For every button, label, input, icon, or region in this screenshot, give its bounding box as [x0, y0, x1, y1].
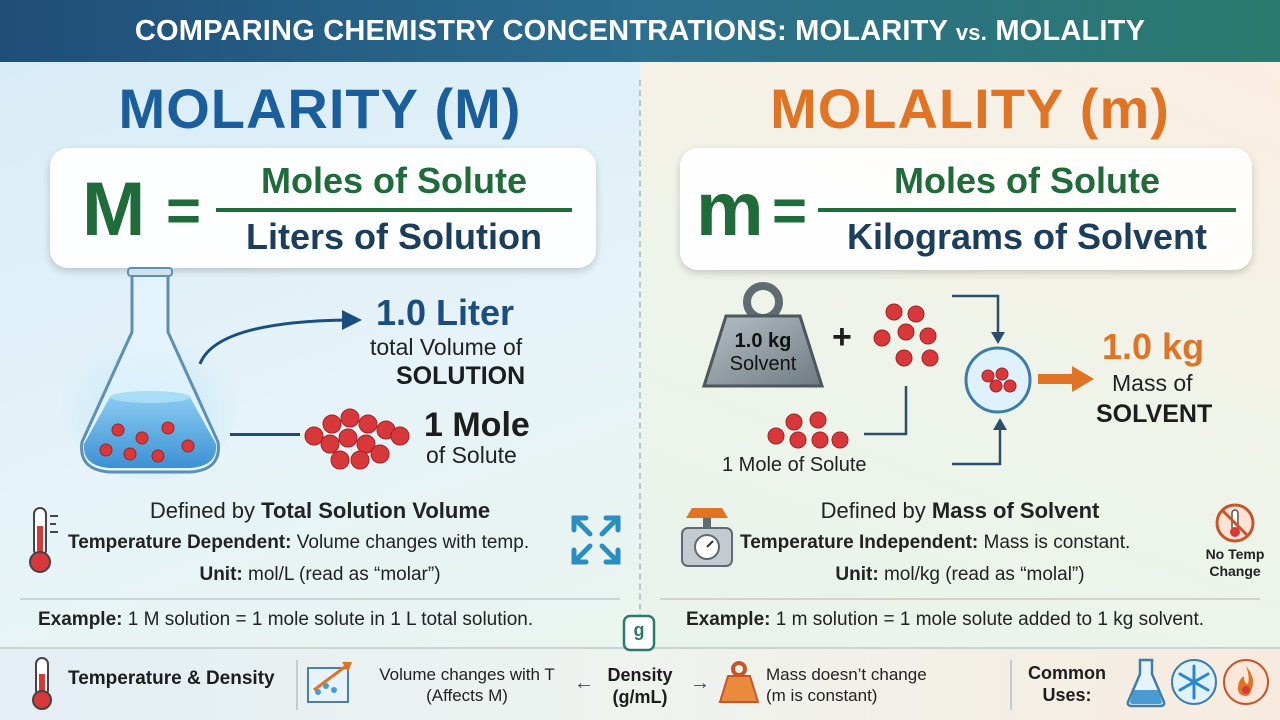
scale-icon	[681, 508, 733, 567]
footer-temp-density: Temperature & Density	[68, 668, 275, 689]
mixing-diagram	[864, 294, 1032, 466]
molarity-denominator: Liters of Solution	[246, 216, 542, 257]
molarity-unit: Unit: mol/L (read as “molar”)	[80, 564, 560, 586]
molality-mass-line2: SOLVENT	[1096, 400, 1213, 428]
molarity-numerator: Moles of Solute	[260, 160, 527, 201]
molarity-unit-bold: Unit:	[199, 564, 243, 585]
footer-sep-2	[1010, 660, 1012, 710]
molecule-cluster	[304, 408, 410, 470]
footer-volume-line1: Volume changes with T	[379, 665, 555, 684]
molality-separator	[660, 598, 1260, 600]
molality-defined-prefix: Defined by	[820, 498, 926, 523]
page-title: COMPARING CHEMISTRY CONCENTRATIONS: MOLA…	[0, 0, 1280, 62]
footer-mass-text: Mass doesn’t change (m is constant)	[766, 664, 927, 706]
footer-density: Density (g/mL)	[598, 664, 682, 708]
molarity-formula-symbol: M	[82, 167, 146, 252]
density-icon-label: g	[633, 620, 645, 640]
molality-denominator: Kilograms of Solvent	[846, 216, 1208, 257]
mole-connector-line	[230, 433, 300, 436]
molarity-mole-label: of Solute	[426, 442, 517, 468]
footer-volume-line2: (Affects M)	[426, 686, 508, 705]
plus-sign: +	[832, 318, 852, 356]
molarity-defined-bold: Total Solution Volume	[261, 498, 491, 523]
molality-mass-line1: Mass of	[1112, 370, 1193, 396]
volume-arrow	[198, 310, 362, 365]
molarity-example: Example: 1 M solution = 1 mole solute in…	[38, 609, 618, 631]
footer-sep-1	[296, 660, 298, 710]
footer-arrow-right: →	[690, 672, 710, 694]
molality-title: MOLALITY (m)	[770, 77, 1170, 140]
molality-defined-bold: Mass of Solvent	[931, 498, 1100, 523]
mass-weight-icon	[718, 661, 760, 703]
molarity-example-text: 1 M solution = 1 mole solute in 1 L tota…	[127, 609, 534, 630]
footer-density-line2: (g/mL)	[612, 687, 668, 707]
molality-temp-text: Mass is constant.	[983, 532, 1131, 553]
footer-bar	[0, 647, 1280, 720]
flask-icon	[62, 267, 238, 480]
footer-mass-line1: Mass doesn’t change	[766, 665, 927, 684]
mass-arrow	[1038, 366, 1094, 392]
molality-mole-label: 1 Mole of Solute	[722, 454, 867, 476]
molality-formula-symbol: m	[696, 167, 764, 252]
molality-unit: Unit: mol/kg (read as “molal”)	[720, 564, 1200, 586]
header-bar	[0, 0, 1280, 62]
expand-arrows-icon	[571, 515, 621, 565]
molarity-fraction-bar	[216, 208, 572, 212]
weight-icon	[701, 282, 825, 388]
molarity-formula-equals: =	[166, 177, 202, 244]
footer-common-line2: Uses:	[1042, 685, 1092, 705]
no-temp-line2: Change	[1209, 563, 1261, 579]
footer-volume-text: Volume changes with T (Affects M)	[360, 664, 574, 706]
molarity-temp: Temperature Dependent: Volume changes wi…	[68, 532, 568, 554]
molality-example-text: 1 m solution = 1 mole solute added to 1 …	[775, 609, 1205, 630]
title-vs: vs.	[955, 20, 988, 45]
molarity-temp-bold: Temperature Dependent:	[68, 532, 292, 553]
snowflake-icon	[1171, 659, 1217, 705]
molality-temp-bold: Temperature Independent:	[740, 532, 979, 553]
molarity-volume-value: 1.0 Liter	[376, 292, 515, 333]
molality-temp: Temperature Independent: Mass is constan…	[740, 532, 1210, 554]
footer-common-uses: Common Uses:	[1020, 662, 1114, 706]
thermometer-icon	[29, 507, 58, 573]
molecule-group-top	[873, 303, 939, 367]
weight-line2: Solvent	[729, 353, 797, 375]
molarity-volume-line2: SOLUTION	[396, 362, 526, 390]
molality-mass-value: 1.0 kg	[1102, 326, 1205, 367]
footer-mass-line2: (m is constant)	[766, 686, 878, 705]
panel-divider	[639, 80, 641, 640]
molarity-temp-text: Volume changes with temp.	[296, 532, 530, 553]
molecule-group-bottom	[767, 411, 849, 449]
molarity-volume-line1: total Volume of	[370, 334, 523, 360]
molality-example-bold: Example:	[686, 609, 771, 630]
molarity-mole-value: 1 Mole	[424, 406, 530, 444]
footer-density-line1: Density	[607, 665, 673, 685]
molarity-unit-text: mol/L (read as “molar”)	[248, 564, 441, 585]
density-icon	[622, 614, 656, 652]
volume-chart-icon	[307, 662, 352, 703]
weight-line1: 1.0 kg	[734, 330, 792, 352]
molality-formula-equals: =	[772, 177, 808, 244]
molality-numerator: Moles of Solute	[893, 160, 1160, 201]
molality-example: Example: 1 m solution = 1 mole solute ad…	[686, 609, 1266, 631]
molarity-defined: Defined by Total Solution Volume	[80, 498, 560, 524]
molality-defined: Defined by Mass of Solvent	[720, 498, 1200, 524]
no-temp-label: No Temp Change	[1194, 546, 1276, 580]
molarity-defined-prefix: Defined by	[149, 498, 256, 523]
molality-unit-text: mol/kg (read as “molal”)	[883, 564, 1085, 585]
title-main: COMPARING CHEMISTRY CONCENTRATIONS: MOLA…	[134, 15, 948, 47]
footer-common-line1: Common	[1028, 663, 1106, 683]
title-end: MOLALITY	[995, 15, 1146, 47]
footer-thermometer-icon	[32, 657, 52, 710]
molarity-title: MOLARITY (M)	[118, 77, 522, 140]
molality-unit-bold: Unit:	[835, 564, 879, 585]
molarity-separator	[20, 598, 620, 600]
flame-icon	[1223, 659, 1269, 705]
molarity-example-bold: Example:	[38, 609, 123, 630]
beaker-icon	[1126, 658, 1166, 708]
molality-fraction-bar	[818, 208, 1236, 212]
no-temp-icon	[1215, 503, 1255, 543]
footer-arrow-left: ←	[574, 672, 594, 694]
no-temp-line1: No Temp	[1205, 546, 1265, 562]
